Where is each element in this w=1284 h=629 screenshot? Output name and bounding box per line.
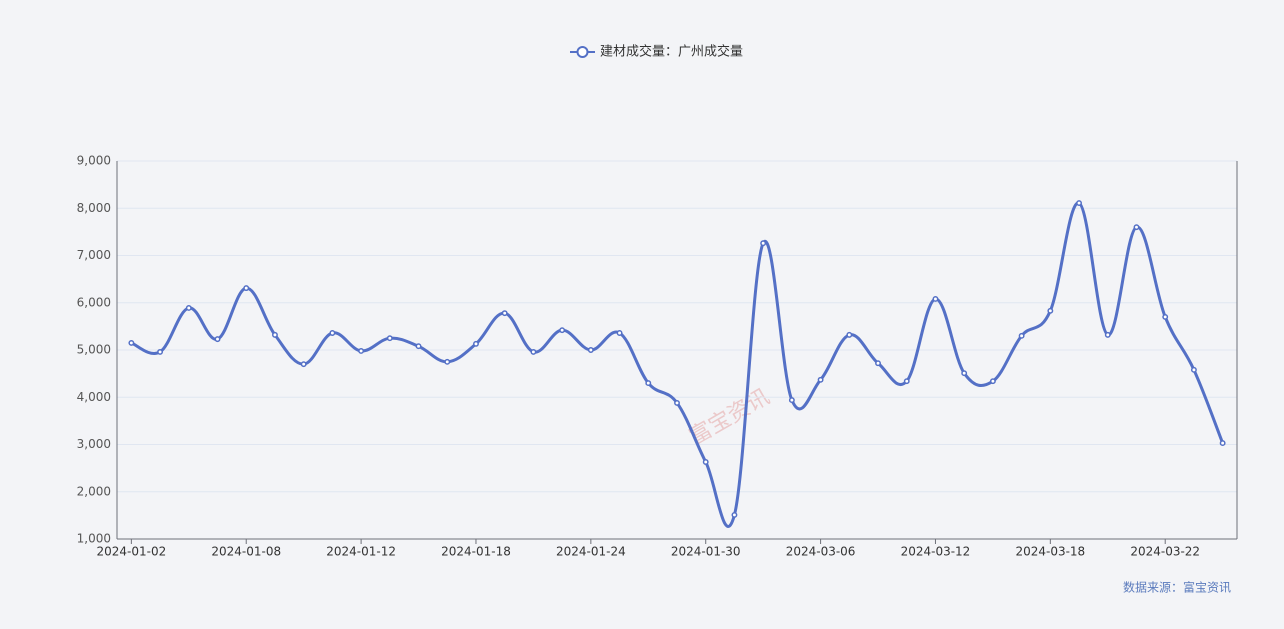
data-point [473,340,479,347]
y-tick-label: 6,000 [77,295,111,309]
legend-label: 建材成交量：广州成交量 [600,44,743,60]
y-tick-label: 9,000 [77,154,111,168]
data-point [587,347,594,353]
data-point [501,310,508,317]
data-point [386,335,393,342]
data-point [214,336,221,343]
data-point [415,343,422,350]
data-point [185,304,192,311]
source-note: 数据来源：富宝资讯 [1123,580,1231,595]
data-point [1190,366,1197,373]
data-point [875,360,881,367]
data-point [128,339,135,346]
y-tick-label: 1,000 [77,532,111,546]
x-tick-label: 2024-01-12 [326,545,396,559]
x-tick-label: 2024-01-02 [96,545,166,559]
y-tick-label: 4,000 [77,390,111,404]
data-point [1162,313,1169,320]
data-point [760,240,767,247]
data-point [559,327,566,334]
data-point [1018,332,1025,339]
y-tick-label: 8,000 [77,201,111,215]
data-point [157,348,164,355]
data-point [1047,307,1054,314]
y-tick-label: 2,000 [77,484,111,498]
data-point [329,330,336,336]
data-point [788,397,795,404]
data-point [1219,440,1226,447]
data-point [702,459,709,465]
x-tick-label: 2024-03-12 [901,545,971,559]
data-point [358,347,365,354]
x-tick-label: 2024-01-08 [211,545,281,559]
data-point [932,296,939,302]
data-point [645,380,652,387]
x-tick-label: 2024-01-24 [556,545,626,559]
data-point [989,378,996,385]
y-tick-label: 3,000 [77,437,111,451]
data-point [300,361,307,368]
data-point [1076,200,1083,207]
data-point [243,285,250,292]
data-point [271,331,278,338]
x-tick-label: 2024-03-22 [1130,545,1200,559]
legend-icon-marker [576,46,589,58]
data-point [903,378,910,385]
x-tick-label: 2024-01-30 [671,545,741,559]
x-tick-label: 2024-03-06 [786,545,856,559]
data-point [817,376,824,383]
y-tick-label: 5,000 [77,343,111,357]
data-point [1104,331,1111,338]
data-point [1133,224,1140,231]
data-point [674,399,680,406]
data-point [444,358,451,365]
data-point [731,511,738,518]
data-point [616,330,623,336]
data-point [961,370,968,377]
x-tick-label: 2024-03-18 [1015,545,1085,559]
x-tick-label: 2024-01-18 [441,545,511,559]
data-point [530,348,537,355]
data-point [846,331,853,338]
y-tick-label: 7,000 [77,248,111,262]
